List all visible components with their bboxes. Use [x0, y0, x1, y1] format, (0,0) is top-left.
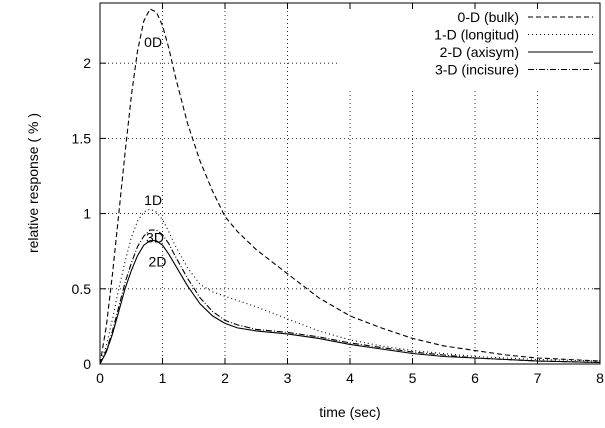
x-tick-label: 2	[221, 370, 229, 386]
x-tick-label: 7	[534, 370, 542, 386]
curve-label-0d: 0D	[144, 34, 162, 50]
y-tick-label: 1	[83, 206, 91, 222]
y-tick-label: 0.5	[72, 281, 92, 297]
x-tick-label: 0	[96, 370, 104, 386]
series-line-4	[99, 229, 601, 365]
x-tick-label: 1	[159, 370, 167, 386]
series-lines	[99, 8, 601, 365]
y-tick-label: 0	[83, 356, 91, 372]
curve-label-3d: 3D	[146, 230, 164, 246]
series-line-3	[99, 240, 601, 365]
series-line-1	[99, 8, 601, 365]
legend-label-1: 0-D (bulk)	[458, 9, 519, 25]
legend-label-3: 2-D (axisym)	[440, 44, 519, 60]
curve-annotations: 0D 1D 3D 2D	[144, 34, 166, 270]
x-tick-label: 5	[409, 370, 417, 386]
x-tick-label: 6	[471, 370, 479, 386]
x-tick-label: 4	[346, 370, 354, 386]
y-tick-label: 1.5	[72, 130, 92, 146]
y-axis-label: relative response ( % )	[25, 113, 41, 253]
x-tick-label: 8	[596, 370, 604, 386]
legend-background	[338, 6, 596, 88]
series-line-2	[99, 208, 601, 365]
y-tick-label: 2	[83, 55, 91, 71]
legend: 0-D (bulk) 1-D (longitud)2-D (axisym) 3-D …	[338, 6, 596, 88]
legend-label-4: 3-D (incisure)	[435, 62, 519, 78]
x-axis-label: time (sec)	[319, 404, 380, 420]
axis-ticks: 0 1 2 3 4 5 6 7 8 0 0.5 1 1.5 2	[72, 3, 604, 386]
legend-label-2: 1-D (longitud)	[434, 27, 519, 43]
curve-label-1d: 1D	[144, 192, 162, 208]
x-tick-label: 3	[284, 370, 292, 386]
curve-label-2d: 2D	[149, 254, 167, 270]
